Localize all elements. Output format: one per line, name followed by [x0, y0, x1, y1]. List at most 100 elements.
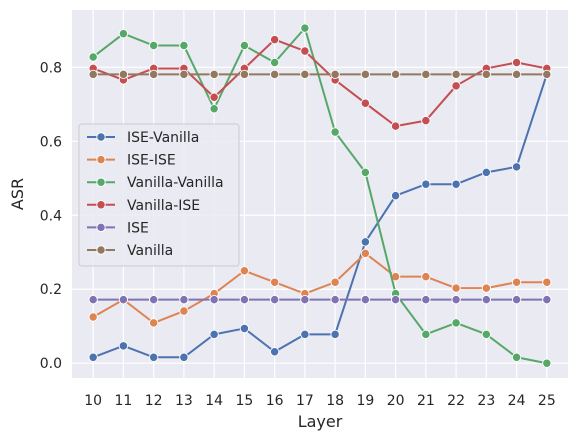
data-point: [481, 167, 491, 178]
data-point: [421, 69, 431, 80]
x-tick-label: 18: [326, 393, 344, 409]
data-point: [118, 29, 129, 39]
data-point: [239, 294, 250, 305]
data-point: [481, 69, 491, 80]
series-line: [92, 27, 548, 365]
data-point: [300, 294, 310, 305]
legend-item: ISE-ISE: [87, 153, 176, 169]
data-point: [149, 69, 159, 80]
legend-swatch-marker: [96, 132, 106, 142]
data-point: [300, 46, 310, 56]
data-point: [481, 283, 491, 293]
legend-swatch-marker: [96, 177, 106, 187]
data-point: [330, 69, 340, 80]
x-tick-label: 17: [296, 393, 314, 409]
data-point: [481, 294, 491, 305]
data-point: [88, 52, 98, 62]
data-point: [360, 69, 371, 80]
y-tick-label: 0.0: [40, 356, 62, 372]
data-point: [239, 69, 250, 80]
x-tick-label: 13: [175, 393, 193, 409]
data-point: [451, 81, 461, 91]
data-point: [209, 104, 219, 114]
data-point: [269, 69, 280, 80]
y-axis-label: ASR: [8, 178, 27, 210]
data-point: [118, 341, 129, 351]
legend-label: Vanilla-Vanilla: [127, 175, 224, 191]
series-line: [92, 38, 548, 128]
data-point: [269, 347, 280, 357]
data-point: [239, 266, 250, 276]
x-tick-label: 22: [447, 393, 465, 409]
data-point: [300, 329, 310, 340]
data-point: [88, 352, 98, 362]
data-point: [330, 329, 340, 340]
data-point: [511, 57, 522, 68]
y-tick-label: 0.6: [40, 134, 62, 150]
x-tick-label: 19: [356, 393, 374, 409]
legend-label: Vanilla-ISE: [127, 198, 200, 214]
legend-label: ISE-Vanilla: [127, 130, 199, 146]
series-lines: [88, 23, 552, 368]
data-point: [542, 358, 552, 368]
data-point: [88, 69, 98, 80]
legend-swatch-marker: [96, 154, 106, 165]
legend-swatch-marker: [96, 222, 106, 233]
data-point: [390, 294, 401, 305]
data-point: [330, 127, 340, 137]
data-point: [360, 294, 371, 305]
data-point: [421, 179, 431, 189]
data-point: [269, 34, 280, 45]
data-point: [451, 318, 461, 328]
data-point: [179, 40, 189, 51]
data-point: [118, 69, 129, 80]
legend-item: ISE: [87, 220, 149, 236]
data-point: [390, 121, 401, 131]
data-point: [421, 272, 431, 282]
y-tick-label: 0.2: [40, 282, 62, 298]
data-point: [179, 306, 189, 316]
data-point: [451, 294, 461, 305]
data-point: [209, 294, 219, 305]
x-tick-label: 21: [417, 393, 435, 409]
data-point: [421, 294, 431, 305]
data-point: [511, 69, 522, 80]
y-tick-label: 0.4: [40, 208, 62, 224]
data-point: [118, 294, 129, 305]
data-point: [209, 69, 219, 80]
data-point: [88, 294, 98, 305]
data-point: [149, 318, 159, 328]
tick-labels: 10 11 12 13 14 15 16 17 18 19 20 21 22 23 24 25 0.0 0.2 0.…: [40, 60, 556, 409]
data-point: [481, 329, 491, 340]
legend-item: Vanilla-ISE: [87, 198, 200, 214]
data-point: [421, 329, 431, 340]
series-vanilla-vanilla: [88, 23, 552, 368]
data-point: [269, 294, 280, 305]
data-point: [542, 277, 552, 287]
data-point: [421, 115, 431, 126]
data-point: [269, 57, 280, 68]
data-point: [179, 294, 189, 305]
data-point: [149, 352, 159, 362]
series-ise-ise: [88, 248, 552, 328]
data-point: [149, 294, 159, 305]
x-tick-label: 15: [235, 393, 253, 409]
x-tick-label: 14: [205, 393, 223, 409]
data-point: [179, 69, 189, 80]
legend-box: [78, 123, 240, 267]
data-point: [209, 329, 219, 340]
legend-swatch-marker: [96, 245, 106, 255]
data-point: [451, 179, 461, 189]
legend: ISE-Vanilla ISE-ISE Vanilla-Vanilla Vanilla…: [78, 123, 240, 267]
data-point: [511, 294, 522, 305]
data-point: [179, 352, 189, 362]
data-point: [542, 69, 552, 80]
data-point: [451, 283, 461, 293]
data-point: [88, 312, 98, 322]
data-point: [149, 40, 159, 51]
series-line: [92, 252, 547, 324]
legend-swatch-marker: [96, 200, 106, 210]
legend-label: ISE-ISE: [127, 153, 176, 169]
legend-label: Vanilla: [127, 243, 173, 259]
x-tick-label: 12: [145, 393, 163, 409]
